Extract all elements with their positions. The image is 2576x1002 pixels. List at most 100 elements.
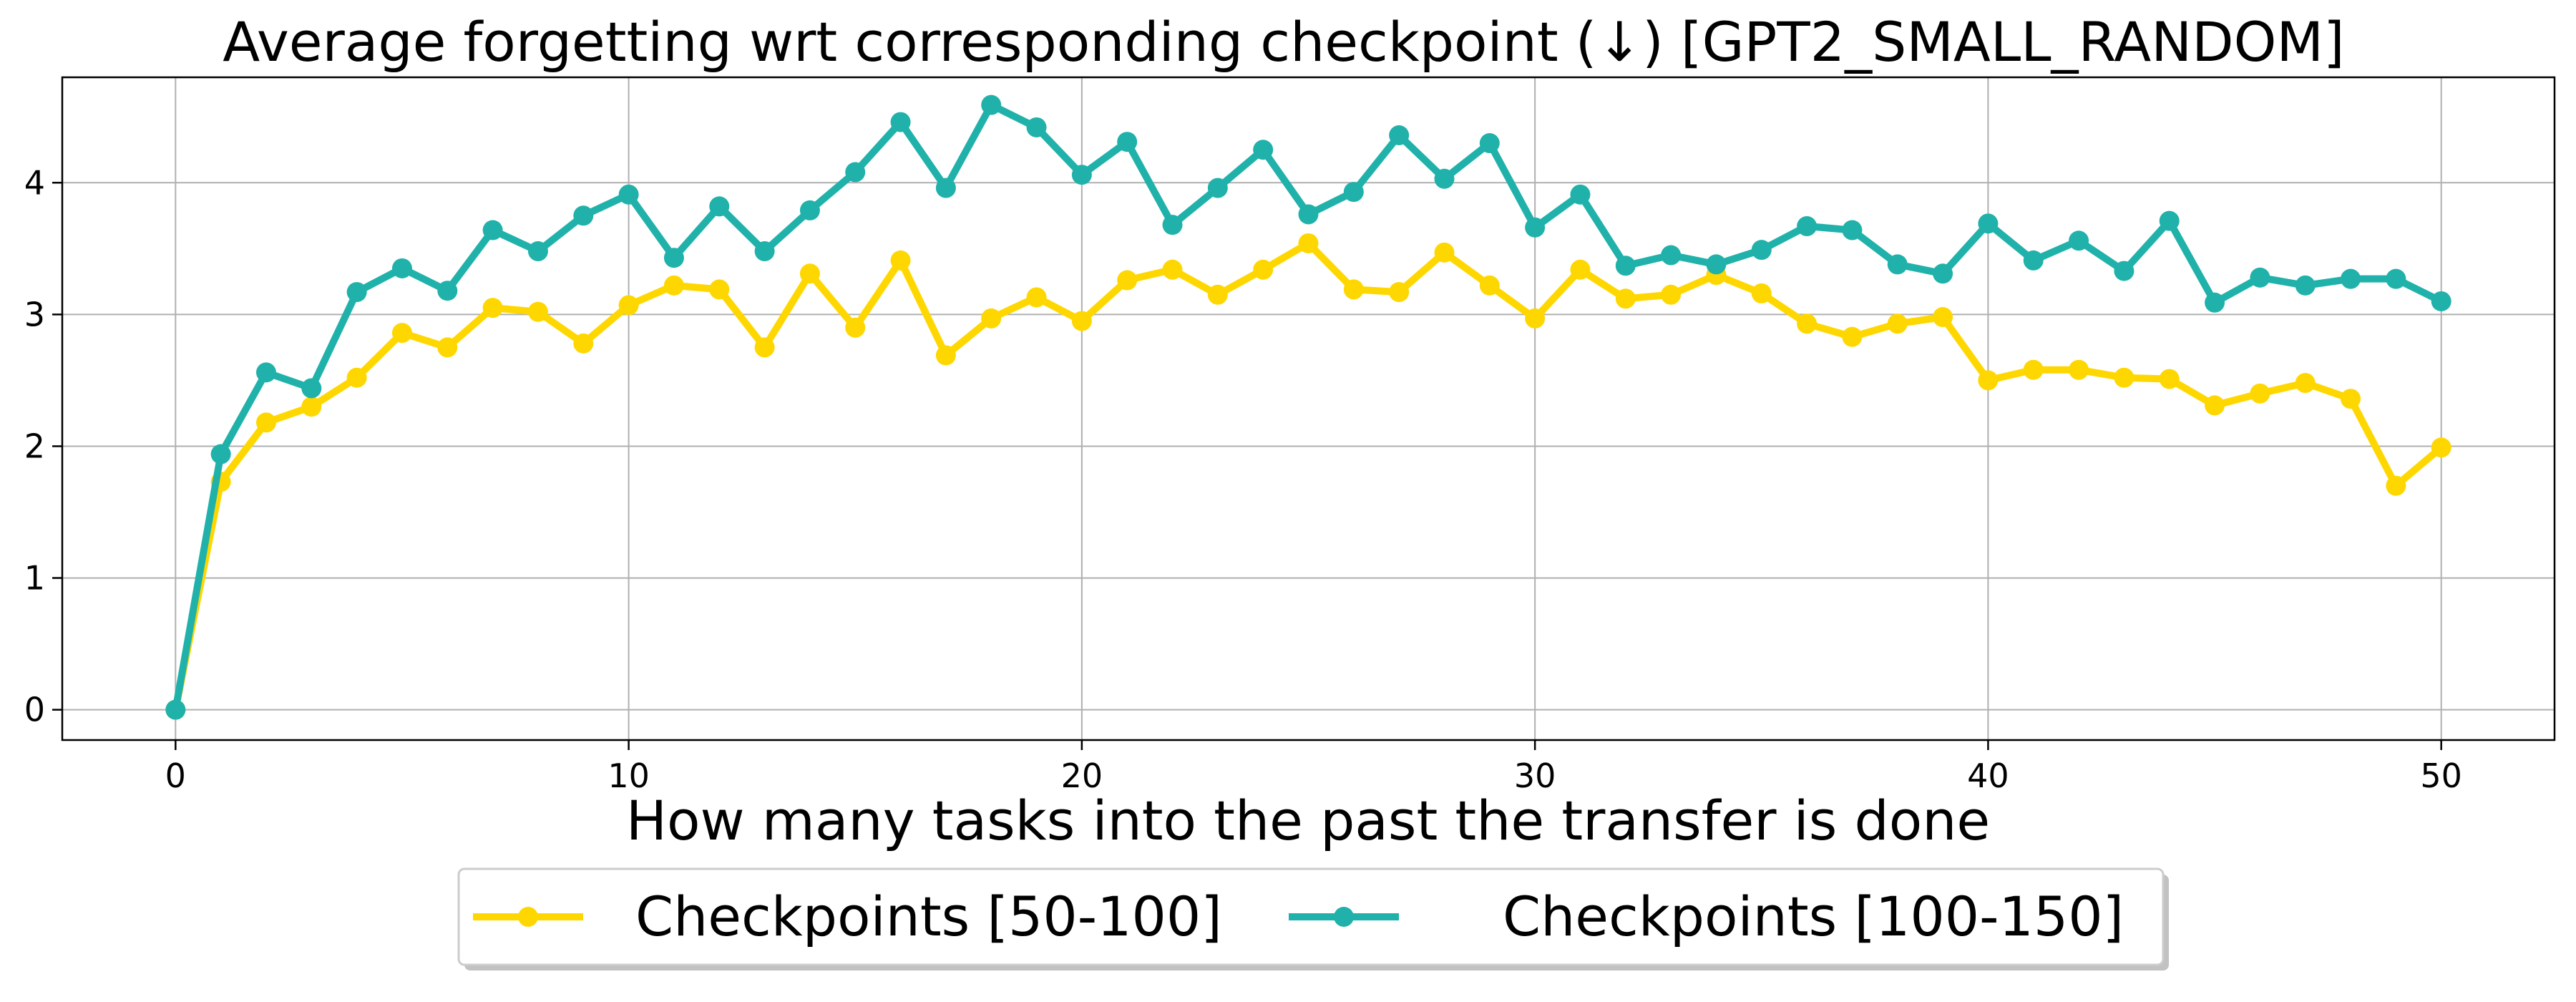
- data-point: [1797, 216, 1818, 237]
- data-point: [1751, 240, 1772, 261]
- data-point: [2023, 359, 2044, 380]
- data-point: [1343, 279, 1364, 300]
- data-point: [437, 337, 458, 358]
- x-tick-label: 30: [1514, 757, 1556, 795]
- data-point: [1570, 184, 1591, 205]
- data-point: [1661, 245, 1682, 266]
- chart-title: Average forgetting wrt corresponding che…: [223, 10, 2344, 74]
- data-point: [1298, 204, 1319, 225]
- data-point: [482, 298, 503, 318]
- data-point: [935, 345, 956, 366]
- y-tick-label: 3: [24, 295, 45, 334]
- data-point: [799, 200, 820, 220]
- data-point: [1887, 254, 1908, 275]
- legend-label: Checkpoints [100-150]: [1503, 885, 2124, 948]
- data-point: [1434, 242, 1455, 263]
- data-point: [1525, 217, 1546, 238]
- data-point: [1389, 125, 1410, 146]
- data-point: [1026, 117, 1047, 137]
- data-point: [2069, 230, 2089, 251]
- data-point: [527, 301, 548, 322]
- data-point: [1253, 140, 1274, 160]
- data-point: [301, 397, 322, 417]
- data-point: [2295, 275, 2316, 296]
- data-point: [527, 241, 548, 262]
- data-point: [981, 308, 1002, 329]
- data-point: [1343, 182, 1364, 203]
- data-point: [2431, 437, 2451, 458]
- data-point: [799, 263, 820, 284]
- series-2: [165, 94, 2451, 720]
- data-point: [1434, 168, 1455, 189]
- data-point: [890, 250, 911, 271]
- ticks: 0 10 20 30 40 50 0 1 2 3 4: [24, 163, 2462, 795]
- data-point: [391, 258, 412, 278]
- data-point: [618, 184, 639, 205]
- y-tick-label: 4: [24, 163, 45, 202]
- data-point: [2386, 475, 2406, 496]
- data-point: [2205, 395, 2225, 416]
- data-point: [1026, 287, 1047, 308]
- data-point: [2205, 292, 2225, 313]
- data-point: [935, 177, 956, 198]
- data-point: [618, 295, 639, 316]
- data-point: [346, 367, 367, 388]
- data-point: [1389, 282, 1410, 303]
- data-point: [1978, 213, 1999, 234]
- legend-entry-2: Checkpoints [100-150]: [1289, 885, 2124, 948]
- data-point: [1570, 259, 1591, 280]
- legend-swatch-marker: [1334, 907, 1354, 927]
- x-tick-label: 40: [1967, 757, 2009, 795]
- data-point: [1207, 177, 1228, 198]
- data-point: [845, 317, 866, 338]
- data-point: [2023, 250, 2044, 271]
- data-point: [2159, 210, 2180, 231]
- data-point: [981, 94, 1002, 115]
- data-point: [2341, 389, 2361, 409]
- data-point: [890, 112, 911, 132]
- legend: Checkpoints [50-100] Checkpoints [100-150…: [457, 867, 2169, 971]
- data-point: [573, 333, 594, 354]
- data-point: [1615, 256, 1636, 276]
- data-point: [437, 281, 458, 301]
- data-point: [1298, 233, 1319, 253]
- data-point: [2431, 291, 2451, 311]
- data-point: [663, 248, 684, 268]
- data-point: [2341, 268, 2361, 289]
- series-1: [165, 233, 2451, 720]
- legend-label: Checkpoints [50-100]: [635, 885, 1222, 948]
- data-point: [2114, 261, 2135, 281]
- y-tick-label: 2: [24, 427, 45, 465]
- data-point: [2250, 383, 2270, 404]
- data-point: [1071, 311, 1092, 331]
- data-point: [2069, 359, 2089, 380]
- data-point: [1479, 133, 1500, 154]
- data-point: [301, 378, 322, 399]
- data-point: [1887, 313, 1908, 334]
- grid: [62, 77, 2555, 740]
- y-tick-label: 0: [24, 691, 45, 729]
- data-point: [165, 699, 186, 720]
- data-point: [391, 323, 412, 344]
- data-point: [255, 412, 276, 433]
- data-point: [346, 282, 367, 303]
- data-point: [709, 196, 730, 217]
- data-point: [2159, 369, 2180, 389]
- data-point: [2250, 267, 2270, 288]
- data-point: [1162, 259, 1183, 280]
- data-point: [1525, 308, 1546, 329]
- y-tick-label: 1: [24, 559, 45, 598]
- data-point: [482, 220, 503, 240]
- data-point: [1071, 165, 1092, 185]
- data-point: [1207, 284, 1228, 305]
- x-tick-label: 20: [1061, 757, 1103, 795]
- data-point: [709, 279, 730, 300]
- data-point: [663, 275, 684, 296]
- data-point: [2114, 367, 2135, 388]
- data-point: [1162, 215, 1183, 235]
- data-point: [1661, 284, 1682, 305]
- data-point: [1797, 313, 1818, 334]
- axes-frame: [61, 76, 2556, 741]
- data-point: [1479, 275, 1500, 296]
